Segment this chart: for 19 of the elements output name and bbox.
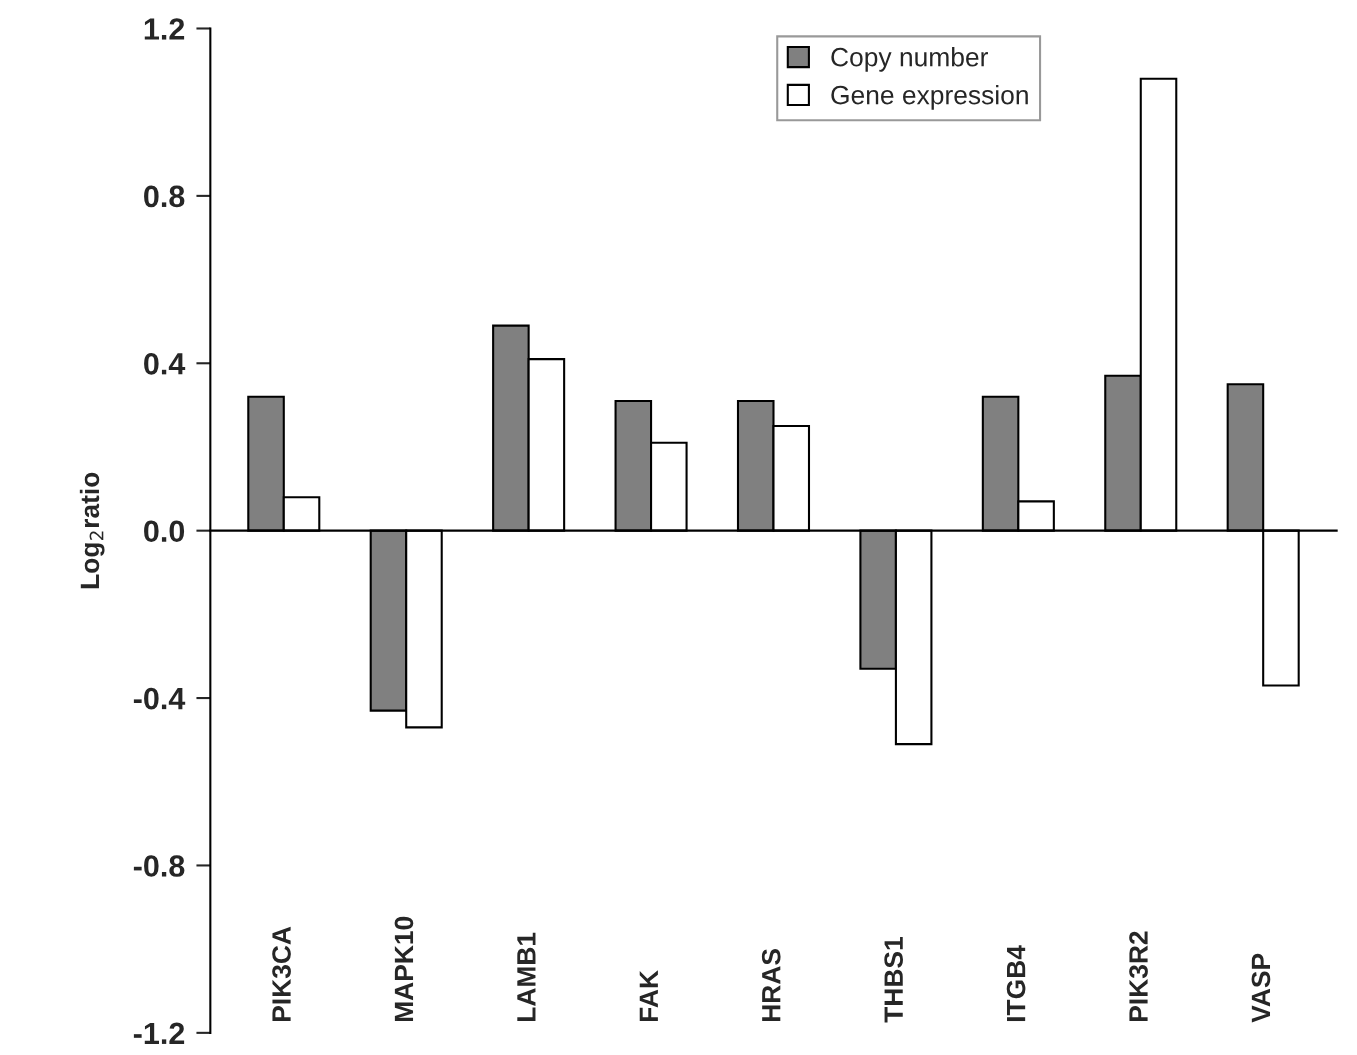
- y-tick-label: 0.8: [144, 185, 185, 208]
- legend-label: Gene expression: [831, 85, 1028, 110]
- y-axis-title: Log$_{2}$ratio: [79, 472, 105, 589]
- y-tick-label: -0.4: [133, 687, 186, 710]
- x-tick-label: LAMB1: [517, 932, 536, 1022]
- x-tick-label: VASP: [1251, 953, 1271, 1023]
- y-tick-label: 1.2: [144, 18, 185, 40]
- x-tick-label: MAPK10: [394, 916, 414, 1022]
- x-tick-label: PIK3R2: [1129, 931, 1148, 1022]
- legend-label: Copy number: [831, 47, 988, 72]
- x-tick-label: HRAS: [761, 949, 781, 1022]
- y-tick-label: -0.8: [133, 855, 185, 877]
- x-tick-label: PIK3CA: [272, 926, 291, 1022]
- x-tick-label: FAK: [639, 970, 658, 1022]
- x-tick-label: ITGB4: [1006, 945, 1026, 1022]
- y-tick-label: 0.0: [144, 520, 185, 543]
- y-tick-label: -1.2: [133, 1022, 185, 1044]
- y-tick-label: 0.4: [144, 353, 186, 375]
- x-tick-label: THBS1: [884, 937, 903, 1023]
